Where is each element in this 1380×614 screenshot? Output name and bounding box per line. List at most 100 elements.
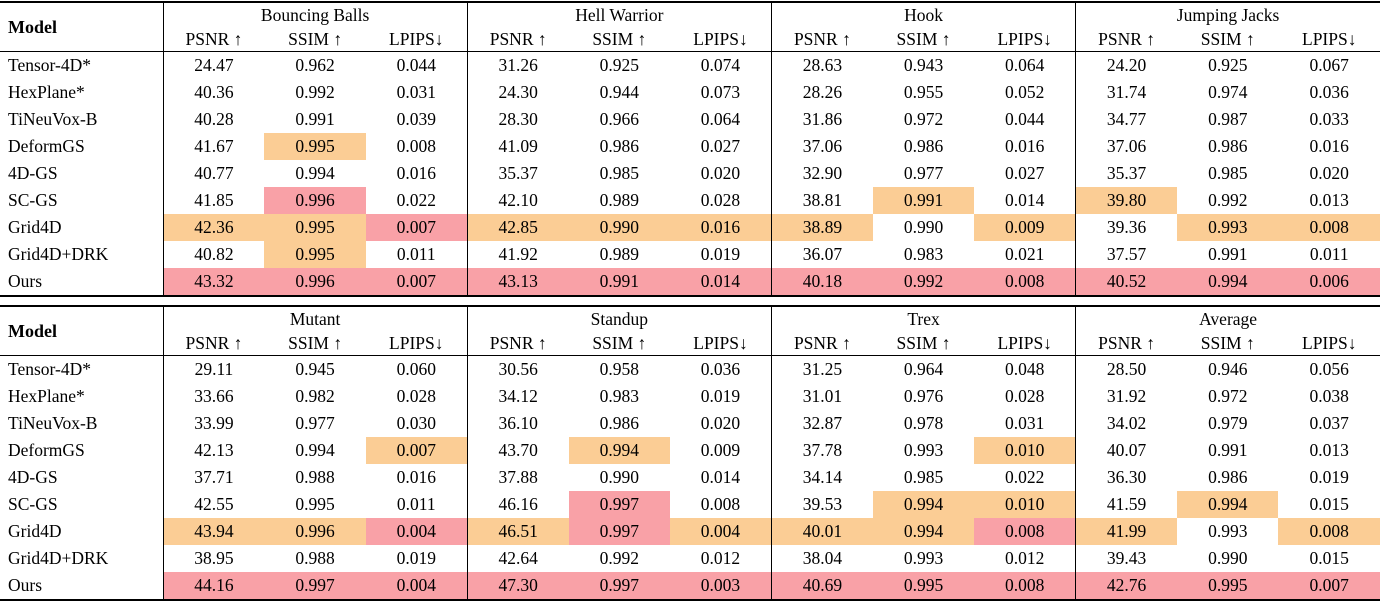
metric-value-cell: 0.010 [974, 491, 1076, 518]
table-row: Ours 43.32 0.996 0.007 43.13 0.991 0.014 40.18 0… [0, 268, 1380, 296]
model-name: 4D-GS [8, 466, 58, 487]
metric-header: PSNR ↑ [770, 331, 873, 356]
metric-value-cell: 0.008 [974, 518, 1076, 545]
metric-value-cell: 0.995 [264, 214, 366, 241]
metric-value-cell: 0.004 [670, 518, 772, 545]
model-name: TiNeuVox-B [8, 412, 98, 433]
metric-value-cell: 0.983 [903, 243, 944, 264]
metric-value-cell: 0.067 [1309, 54, 1349, 75]
metric-value-cell: 0.983 [599, 385, 640, 406]
metric-value-cell: 0.943 [903, 54, 944, 75]
metric-value-cell: 0.007 [365, 214, 468, 241]
metric-value-cell: 0.011 [396, 493, 436, 514]
model-name: HexPlane* [8, 385, 85, 406]
metric-header: LPIPS↓ [365, 27, 468, 52]
model-name: Tensor-4D* [8, 54, 91, 75]
model-column-header: Model [0, 306, 163, 356]
metric-value-cell: 0.028 [700, 189, 741, 210]
metric-value-cell: 31.01 [770, 383, 873, 410]
model-name: Tensor-4D* [8, 358, 91, 379]
metric-value-cell: 43.32 [162, 268, 265, 296]
metric-value-cell: 0.011 [1309, 243, 1349, 264]
metric-value-cell: 0.008 [1278, 214, 1380, 241]
metric-value-cell: 0.008 [974, 572, 1076, 600]
metric-value-cell: 0.013 [1309, 439, 1349, 460]
metric-value-cell: 32.87 [770, 410, 873, 437]
metric-value-cell: 0.977 [903, 162, 944, 183]
metric-value-cell: 24.30 [466, 79, 569, 106]
metric-value-cell: 0.007 [365, 268, 468, 296]
metric-value-cell: 35.37 [466, 160, 569, 187]
metric-value-cell: 0.997 [568, 518, 671, 545]
metric-value-cell: 24.20 [1075, 51, 1178, 79]
metric-value-cell: 0.008 [396, 135, 436, 156]
metric-value-cell: 33.66 [162, 383, 265, 410]
metric-header: LPIPS↓ [670, 27, 772, 52]
table-row: Grid4D 43.94 0.996 0.004 46.51 0.997 0.004 40.0… [0, 518, 1380, 545]
metric-value-cell: 0.015 [1309, 493, 1349, 514]
model-name: SC-GS [8, 493, 58, 514]
metric-header: PSNR ↑ [162, 27, 265, 52]
table-row: DeformGS 41.67 0.995 0.008 41.09 0.986 0.027 37… [0, 133, 1380, 160]
metric-value-cell: 0.993 [903, 547, 944, 568]
metric-value-cell: 42.10 [466, 187, 569, 214]
metric-value-cell: 37.06 [1075, 133, 1178, 160]
metric-value-cell: 28.63 [770, 51, 873, 79]
results-table-bottom: Model Mutant Standup Trex Average PSNR ↑ SSIM … [0, 305, 1380, 601]
metric-value-cell: 37.06 [770, 133, 873, 160]
metric-value-cell: 35.37 [1075, 160, 1178, 187]
metric-value-cell: 0.990 [568, 214, 671, 241]
scene-header: Mutant [162, 306, 468, 331]
metric-value-cell: 0.056 [1309, 358, 1349, 379]
metric-header: SSIM ↑ [568, 331, 671, 356]
metric-value-cell: 0.044 [396, 54, 436, 75]
metric-value-cell: 0.037 [1309, 412, 1349, 433]
table-row: Grid4D+DRK 38.95 0.988 0.019 42.64 0.992 0.012… [0, 545, 1380, 572]
metric-value-cell: 38.04 [770, 545, 873, 572]
model-name: TiNeuVox-B [8, 108, 98, 129]
metric-value-cell: 38.81 [770, 187, 873, 214]
model-name: DeformGS [8, 135, 85, 156]
metric-value-cell: 0.995 [872, 572, 975, 600]
metric-value-cell: 0.996 [264, 518, 366, 545]
metric-value-cell: 34.12 [466, 383, 569, 410]
metric-value-cell: 42.76 [1075, 572, 1178, 600]
metric-value-cell: 36.30 [1075, 464, 1178, 491]
metric-value-cell: 38.95 [162, 545, 265, 572]
metric-value-cell: 0.986 [1208, 466, 1248, 487]
metric-value-cell: 0.007 [365, 437, 468, 464]
metric-value-cell: 0.977 [295, 412, 335, 433]
metric-value-cell: 36.07 [770, 241, 873, 268]
metric-header: SSIM ↑ [872, 331, 975, 356]
table-row: Ours 44.16 0.997 0.004 47.30 0.997 0.003 40.69 0… [0, 572, 1380, 600]
metric-value-cell: 0.972 [1208, 385, 1248, 406]
table-row: TiNeuVox-B 40.28 0.991 0.039 28.30 0.966 0.064… [0, 106, 1380, 133]
table-row: Tensor-4D* 24.47 0.962 0.044 31.26 0.925 0.074… [0, 51, 1380, 79]
metric-value-cell: 0.990 [599, 466, 640, 487]
metric-value-cell: 0.982 [295, 385, 335, 406]
scene-header: Jumping Jacks [1075, 2, 1380, 27]
scene-header: Bouncing Balls [162, 2, 468, 27]
metric-value-cell: 28.30 [466, 106, 569, 133]
metric-value-cell: 0.030 [396, 412, 436, 433]
metric-value-cell: 0.028 [396, 385, 436, 406]
model-name: Grid4D [8, 520, 62, 541]
metric-value-cell: 42.64 [466, 545, 569, 572]
metric-header: PSNR ↑ [1075, 27, 1178, 52]
metric-value-cell: 0.039 [396, 108, 436, 129]
table-row: 4D-GS 37.71 0.988 0.016 37.88 0.990 0.014 34.14… [0, 464, 1380, 491]
metric-value-cell: 40.82 [162, 241, 265, 268]
metric-value-cell: 0.986 [599, 412, 640, 433]
metric-value-cell: 40.69 [770, 572, 873, 600]
metric-value-cell: 0.925 [1208, 54, 1248, 75]
metric-value-cell: 0.993 [1177, 214, 1279, 241]
metric-value-cell: 0.993 [903, 439, 944, 460]
metric-value-cell: 0.994 [1177, 268, 1279, 296]
metric-value-cell: 28.26 [770, 79, 873, 106]
model-column-header: Model [0, 2, 163, 52]
metric-value-cell: 0.986 [1208, 135, 1248, 156]
metric-value-cell: 33.99 [162, 410, 265, 437]
metric-value-cell: 0.019 [396, 547, 436, 568]
metric-value-cell: 0.016 [396, 466, 436, 487]
metric-value-cell: 38.89 [770, 214, 873, 241]
